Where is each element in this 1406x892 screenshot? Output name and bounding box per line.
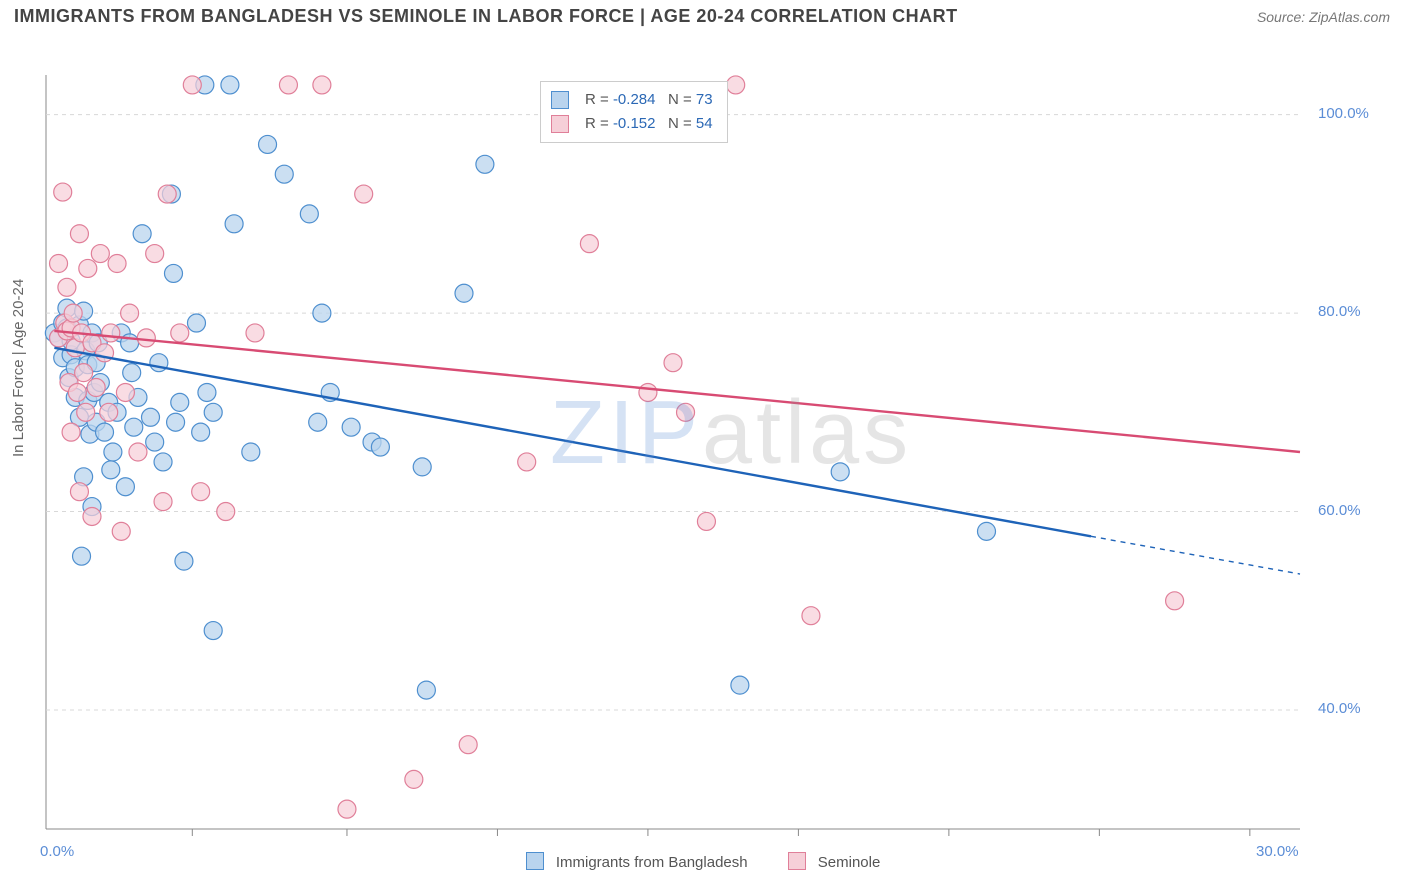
chart-area: In Labor Force | Age 20-24 ZIPatlas R = … — [0, 37, 1406, 877]
legend-label-a: Immigrants from Bangladesh — [556, 854, 748, 871]
legend-swatch-a — [526, 852, 544, 870]
stats-text: R = -0.152 N = 54 — [585, 112, 713, 136]
y-tick-label: 80.0% — [1318, 303, 1361, 320]
x-tick-label: 30.0% — [1256, 843, 1299, 860]
stats-text: R = -0.284 N = 73 — [585, 88, 713, 112]
legend-item-b: Seminole — [788, 852, 881, 871]
stats-row: R = -0.284 N = 73 — [551, 88, 713, 112]
y-tick-label: 40.0% — [1318, 700, 1361, 717]
x-tick-label: 0.0% — [40, 843, 74, 860]
legend-label-b: Seminole — [818, 854, 881, 871]
y-tick-label: 100.0% — [1318, 105, 1369, 122]
stats-row: R = -0.152 N = 54 — [551, 112, 713, 136]
stats-swatch — [551, 91, 569, 109]
source-label: Source: ZipAtlas.com — [1257, 9, 1390, 25]
legend-swatch-b — [788, 852, 806, 870]
y-axis-label: In Labor Force | Age 20-24 — [10, 279, 27, 457]
y-tick-label: 60.0% — [1318, 502, 1361, 519]
chart-title: IMMIGRANTS FROM BANGLADESH VS SEMINOLE I… — [14, 6, 958, 27]
stats-swatch — [551, 115, 569, 133]
legend-item-a: Immigrants from Bangladesh — [526, 852, 748, 871]
correlation-stats-box: R = -0.284 N = 73R = -0.152 N = 54 — [540, 81, 728, 143]
bottom-legend: Immigrants from Bangladesh Seminole — [0, 852, 1406, 871]
scatter-plot-svg — [0, 37, 1406, 877]
